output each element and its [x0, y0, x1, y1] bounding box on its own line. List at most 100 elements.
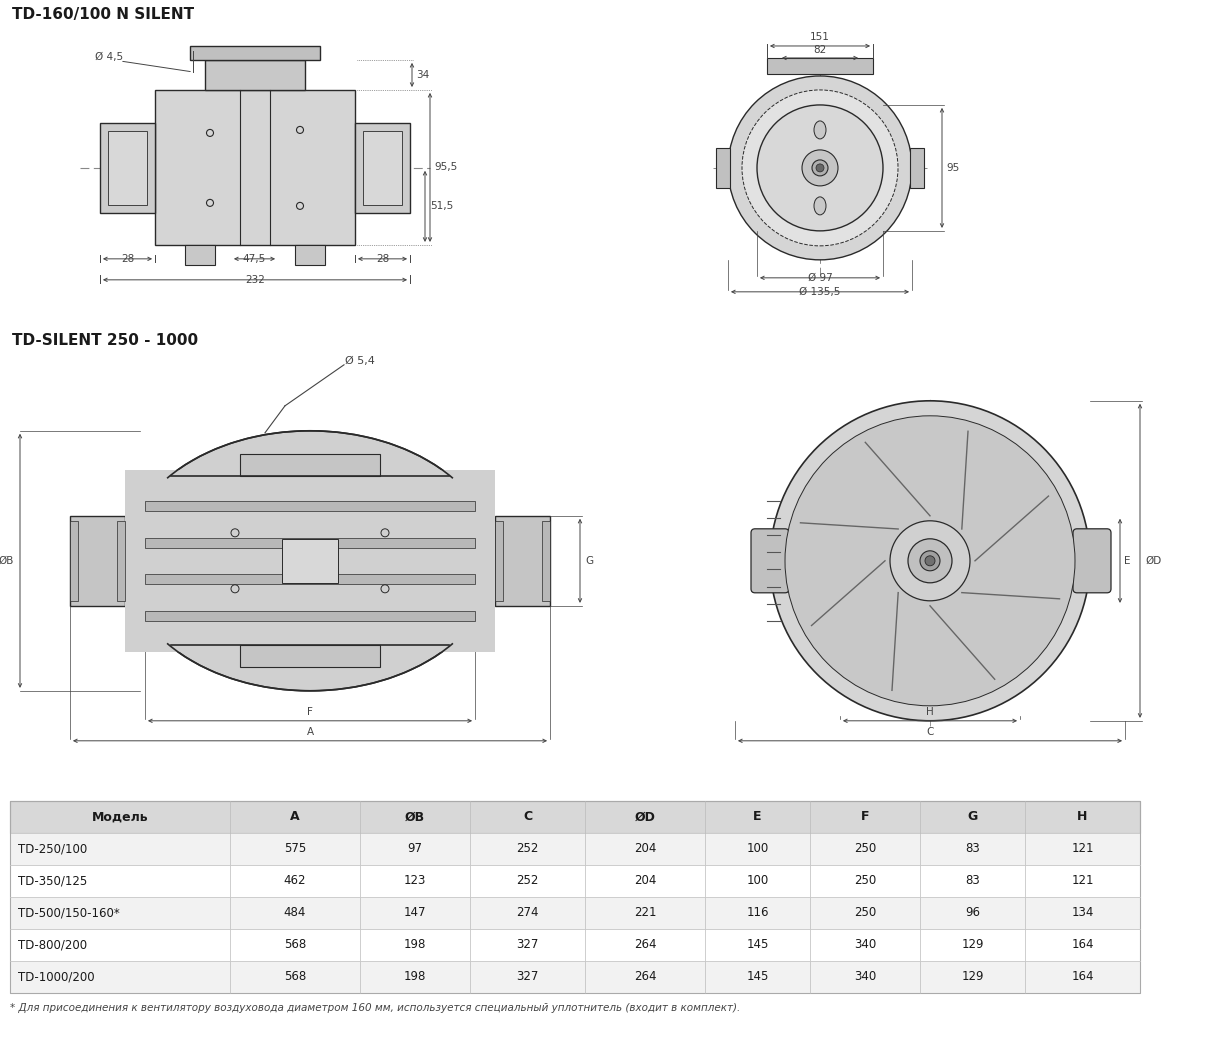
- Bar: [10, 801, 1140, 833]
- Ellipse shape: [814, 121, 825, 139]
- Text: ØD: ØD: [1145, 555, 1162, 566]
- Circle shape: [756, 105, 883, 231]
- Text: 28: 28: [376, 254, 389, 263]
- Text: 232: 232: [245, 275, 265, 285]
- Text: 100: 100: [747, 842, 769, 855]
- Text: 83: 83: [965, 842, 979, 855]
- Text: 129: 129: [961, 938, 983, 951]
- Text: 145: 145: [747, 938, 769, 951]
- Bar: [124, 470, 495, 652]
- Text: 134: 134: [1072, 907, 1094, 919]
- Bar: [155, 90, 355, 244]
- Bar: [542, 521, 549, 601]
- Bar: [70, 516, 124, 606]
- Text: TD-350/125: TD-350/125: [18, 874, 87, 888]
- Text: H: H: [926, 707, 934, 717]
- Circle shape: [802, 150, 838, 186]
- Circle shape: [816, 164, 824, 171]
- Text: 568: 568: [283, 938, 306, 951]
- Text: TD-250/100: TD-250/100: [18, 842, 87, 855]
- Bar: [100, 123, 155, 213]
- Bar: [910, 148, 924, 188]
- Text: ØB: ØB: [405, 810, 425, 823]
- Text: 83: 83: [965, 874, 979, 888]
- Text: Ø 135,5: Ø 135,5: [800, 287, 840, 297]
- Text: 34: 34: [416, 70, 429, 80]
- Text: 252: 252: [516, 874, 538, 888]
- Text: 96: 96: [965, 907, 979, 919]
- Bar: [10, 864, 1140, 897]
- Text: 121: 121: [1072, 874, 1094, 888]
- Text: Ø 5,4: Ø 5,4: [345, 355, 375, 366]
- Text: Ø 97: Ø 97: [808, 273, 833, 282]
- Text: 221: 221: [633, 907, 657, 919]
- Text: ØB: ØB: [0, 555, 14, 566]
- Text: C: C: [522, 810, 532, 823]
- Bar: [117, 521, 124, 601]
- Text: 164: 164: [1072, 938, 1094, 951]
- Text: 327: 327: [516, 970, 538, 984]
- Bar: [355, 123, 410, 213]
- Text: 151: 151: [811, 32, 830, 42]
- Text: 264: 264: [633, 938, 657, 951]
- Text: 340: 340: [854, 938, 876, 951]
- Text: 250: 250: [854, 907, 876, 919]
- Text: 462: 462: [283, 874, 307, 888]
- Text: 97: 97: [408, 842, 423, 855]
- Circle shape: [908, 539, 952, 583]
- Text: * Для присоединения к вентилятору воздуховода диаметром 160 мм, используется спе: * Для присоединения к вентилятору воздух…: [10, 1003, 740, 1013]
- Text: 147: 147: [404, 907, 426, 919]
- Circle shape: [920, 551, 940, 571]
- Text: Модель: Модель: [91, 810, 148, 823]
- Circle shape: [785, 416, 1076, 706]
- Text: 95,5: 95,5: [434, 162, 457, 172]
- Bar: [716, 148, 731, 188]
- Text: 51,5: 51,5: [430, 201, 453, 212]
- Bar: [10, 833, 1140, 864]
- Bar: [190, 45, 320, 60]
- Text: 204: 204: [633, 874, 657, 888]
- Circle shape: [812, 160, 828, 176]
- Text: F: F: [307, 707, 313, 717]
- Bar: [145, 610, 476, 621]
- Text: 327: 327: [516, 938, 538, 951]
- Ellipse shape: [814, 197, 825, 215]
- Bar: [495, 516, 549, 606]
- Bar: [294, 244, 325, 264]
- Bar: [240, 454, 379, 476]
- Circle shape: [728, 76, 912, 260]
- Text: TD-SILENT 250 - 1000: TD-SILENT 250 - 1000: [12, 333, 198, 348]
- Bar: [145, 537, 476, 548]
- Text: C: C: [926, 727, 934, 736]
- Text: 116: 116: [747, 907, 769, 919]
- Bar: [10, 929, 1140, 961]
- Circle shape: [890, 521, 970, 601]
- Bar: [70, 521, 78, 601]
- Text: E: E: [1124, 555, 1131, 566]
- Bar: [10, 897, 1140, 929]
- Text: 250: 250: [854, 874, 876, 888]
- Bar: [768, 58, 873, 74]
- Text: E: E: [753, 810, 761, 823]
- Circle shape: [770, 401, 1090, 720]
- Text: TD-800/200: TD-800/200: [18, 938, 87, 951]
- Bar: [10, 961, 1140, 993]
- Text: 575: 575: [283, 842, 306, 855]
- Text: TD-1000/200: TD-1000/200: [18, 970, 95, 984]
- Text: 250: 250: [854, 842, 876, 855]
- Ellipse shape: [124, 431, 495, 691]
- Text: H: H: [1077, 810, 1088, 823]
- Bar: [240, 645, 379, 668]
- Text: Ø 4,5: Ø 4,5: [95, 52, 123, 62]
- Text: A: A: [307, 727, 314, 736]
- Text: 129: 129: [961, 970, 983, 984]
- Text: 164: 164: [1072, 970, 1094, 984]
- Text: 47,5: 47,5: [243, 254, 266, 263]
- Text: 82: 82: [813, 45, 827, 55]
- FancyBboxPatch shape: [752, 529, 788, 592]
- Text: F: F: [861, 810, 870, 823]
- Bar: [10, 801, 1140, 993]
- Circle shape: [925, 555, 935, 566]
- Bar: [108, 131, 147, 205]
- Text: 264: 264: [633, 970, 657, 984]
